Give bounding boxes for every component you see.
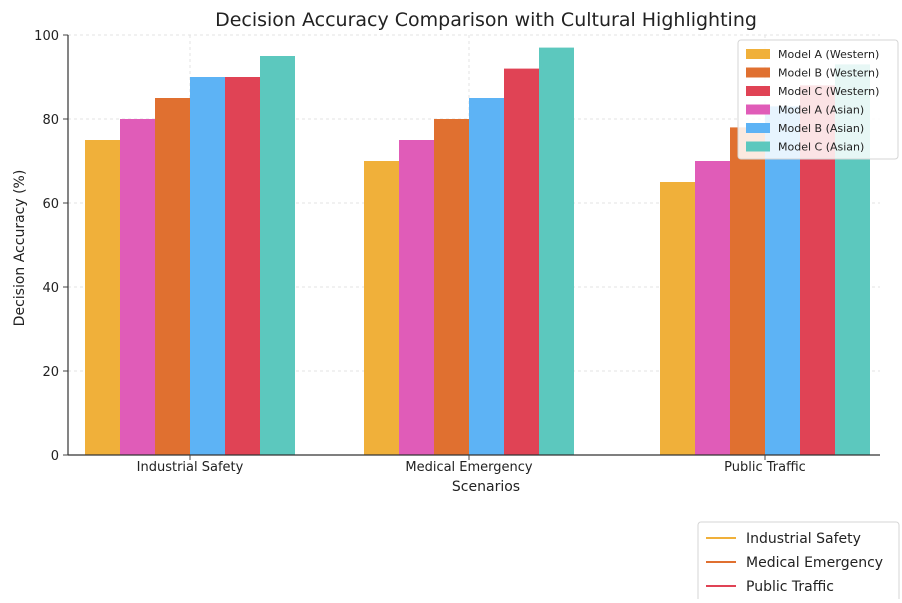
bar xyxy=(225,77,260,455)
bar xyxy=(120,119,155,455)
y-tick-label: 60 xyxy=(42,197,59,212)
x-axis-label: Scenarios xyxy=(452,479,520,495)
bar xyxy=(364,161,399,455)
bar xyxy=(539,47,574,455)
line-legend: Industrial Safety Medical Emergency Public… xyxy=(697,521,900,603)
y-tick-label: 80 xyxy=(42,113,59,128)
line-legend-label: Public Traffic xyxy=(746,579,834,595)
bar xyxy=(155,98,190,455)
y-tick-label: 40 xyxy=(42,281,59,296)
bar xyxy=(730,127,765,456)
legend-swatch xyxy=(746,67,770,78)
axes: 0 20 40 60 80 100 Industrial Safety Medical Eme… xyxy=(34,29,880,475)
bar xyxy=(504,68,539,455)
y-tick-label: 0 xyxy=(51,449,59,464)
x-tick-label: Industrial Safety xyxy=(137,460,244,475)
legend-label: Model B (Asian) xyxy=(778,122,864,135)
x-tick-label: Medical Emergency xyxy=(405,460,533,475)
legend-label: Model C (Western) xyxy=(778,85,879,98)
bar xyxy=(695,161,730,455)
x-tick-label: Public Traffic xyxy=(724,460,806,475)
line-legend-label: Medical Emergency xyxy=(746,555,883,571)
bar xyxy=(660,182,695,455)
bar xyxy=(469,98,504,455)
chart-title: Decision Accuracy Comparison with Cultur… xyxy=(215,9,757,31)
legend-label: Model C (Asian) xyxy=(778,141,864,154)
bar xyxy=(434,119,469,455)
bar xyxy=(765,106,800,456)
bar xyxy=(399,140,434,455)
line-legend-box xyxy=(697,521,900,603)
legend-swatch xyxy=(746,141,770,152)
bars xyxy=(85,47,870,456)
bar xyxy=(85,140,120,455)
legend-swatch xyxy=(746,104,770,115)
legend-label: Model A (Western) xyxy=(778,48,879,61)
y-axis-label: Decision Accuracy (%) xyxy=(12,170,28,327)
y-tick-label: 100 xyxy=(34,29,59,44)
bar xyxy=(260,56,295,455)
series-legend: Model A (Western) Model B (Western) Model … xyxy=(737,39,899,160)
legend-swatch xyxy=(746,86,770,96)
legend-box xyxy=(737,39,899,160)
legend-swatch xyxy=(746,49,770,59)
bar xyxy=(190,77,225,455)
line-legend-label: Industrial Safety xyxy=(746,531,861,547)
y-tick-label: 20 xyxy=(42,365,59,380)
legend-swatch xyxy=(746,123,770,133)
legend-label: Model A (Asian) xyxy=(778,104,864,117)
legend-label: Model B (Western) xyxy=(778,67,879,80)
